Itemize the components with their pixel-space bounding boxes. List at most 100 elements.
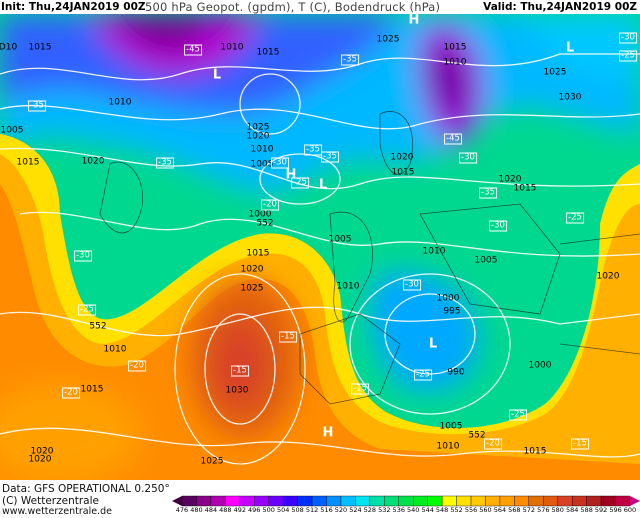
legend-swatch	[456, 495, 472, 507]
legend-tick: 496	[248, 506, 261, 514]
isobar-label: 1020	[240, 264, 264, 275]
temperature-label: -35	[28, 100, 46, 112]
isobar-label: 1020	[498, 174, 522, 185]
pressure-center: L	[212, 67, 222, 83]
legend-tick: 548	[435, 506, 449, 514]
isobar-label: 1010	[220, 42, 244, 53]
isobar-label: 1020	[28, 454, 52, 465]
isobar-label: 1010	[443, 57, 467, 68]
isobar-label: 1030	[225, 385, 249, 396]
isobar-label: 1010	[436, 441, 460, 452]
isobar-label: 552	[468, 430, 486, 441]
temperature-label: -25	[291, 177, 309, 189]
temperature-label: -25	[566, 212, 584, 224]
legend-swatch	[485, 495, 501, 507]
legend-tick: 484	[204, 506, 218, 514]
temperature-label: -45	[184, 44, 202, 56]
pressure-center: L	[565, 40, 575, 56]
legend-tick: 492	[233, 506, 247, 514]
legend-tick: 540	[407, 506, 420, 514]
isobar-label: 1010	[336, 281, 360, 292]
isobar-label: 552	[256, 218, 274, 229]
legend-tick: 580	[551, 506, 564, 514]
legend-tick: 552	[450, 506, 463, 514]
legend-tick: 584	[565, 506, 579, 514]
legend-swatch	[514, 495, 530, 507]
legend-swatch	[297, 495, 313, 507]
legend-tick: 588	[580, 506, 593, 514]
legend-swatch	[600, 495, 616, 507]
legend-swatch	[398, 495, 414, 507]
legend-swatch	[369, 495, 385, 507]
legend-tick: 536	[392, 506, 405, 514]
legend-tick: 532	[378, 506, 391, 514]
isobar-label: 1025	[543, 67, 567, 78]
legend-swatch	[196, 495, 212, 507]
legend-tick: 504	[276, 506, 290, 514]
temperature-label: -35	[321, 151, 339, 163]
temperature-label: -25	[619, 50, 637, 62]
isobar-label: 1015	[443, 42, 467, 53]
isobar-label: 1010	[103, 344, 127, 355]
chart-title: 500 hPa Geopot. (gpdm), T (C), Bodendruc…	[145, 0, 441, 14]
isobar-label: 1000	[436, 293, 460, 304]
legend-swatch	[528, 495, 544, 507]
temperature-label: -15	[351, 383, 369, 395]
legend-tick: 556	[464, 506, 478, 514]
isobar-label: 1010	[422, 246, 446, 257]
temperature-label: -35	[156, 157, 174, 169]
pressure-center: H	[322, 425, 334, 441]
isobar-label: 1020	[390, 152, 414, 163]
isobar-label: 1015	[28, 42, 52, 53]
temperature-label: -30	[74, 250, 92, 262]
isobar-label: D10	[0, 42, 18, 53]
legend-tick: 572	[522, 506, 536, 514]
legend-swatch	[254, 495, 269, 507]
color-legend	[172, 495, 640, 507]
legend-tick: 500	[262, 506, 275, 514]
isobar-label: 1005	[0, 125, 24, 136]
isobar-label: 1010	[108, 97, 132, 108]
header: Init: Thu,24JAN2019 00Z 500 hPa Geopot. …	[0, 0, 640, 14]
temperature-label: -30	[489, 220, 507, 232]
legend-tick: 528	[363, 506, 377, 514]
legend-swatch	[326, 495, 342, 507]
legend-tick: 524	[349, 506, 362, 514]
temperature-label: -20	[128, 360, 146, 372]
isobar-label: 1015	[513, 183, 537, 194]
pressure-center: L	[428, 336, 438, 352]
isobar-label: 1005	[250, 159, 274, 170]
legend-tick: 476	[175, 506, 189, 514]
temperature-label: -20	[484, 438, 502, 450]
legend-tick: 560	[479, 506, 492, 514]
temperature-label: -35	[304, 144, 322, 156]
legend-swatch	[181, 495, 197, 507]
temperature-label: -15	[571, 438, 589, 450]
legend-swatch	[499, 495, 515, 507]
temperature-label: -35	[341, 54, 359, 66]
website-link[interactable]: www.wetterzentrale.de	[2, 506, 112, 517]
isobar-label: 1020	[246, 131, 270, 142]
legend-arrow-high	[630, 496, 640, 506]
temperature-label: -20	[62, 387, 80, 399]
isobar-label: 990	[447, 367, 465, 378]
isobar-label: 1005	[474, 255, 498, 266]
temperature-label: -25	[509, 409, 527, 421]
isobar-label: 1020	[81, 156, 105, 167]
temperature-label: -20	[261, 199, 279, 211]
legend-swatch	[413, 495, 428, 507]
legend-tick: 568	[508, 506, 521, 514]
isobar-label: 1015	[16, 157, 40, 168]
temperature-label: -30	[619, 32, 637, 44]
legend-tick: 576	[537, 506, 550, 514]
legend-tick: 516	[320, 506, 333, 514]
legend-swatch	[441, 495, 457, 507]
legend-swatch	[340, 495, 356, 507]
legend-tick: 600	[623, 506, 637, 514]
legend-swatch	[355, 495, 371, 507]
legend-swatch	[384, 495, 399, 507]
isobar-label: 1025	[200, 456, 224, 467]
isobar-label: 995	[443, 306, 461, 317]
temperature-label: -15	[279, 331, 297, 343]
legend-tick: 520	[334, 506, 348, 514]
